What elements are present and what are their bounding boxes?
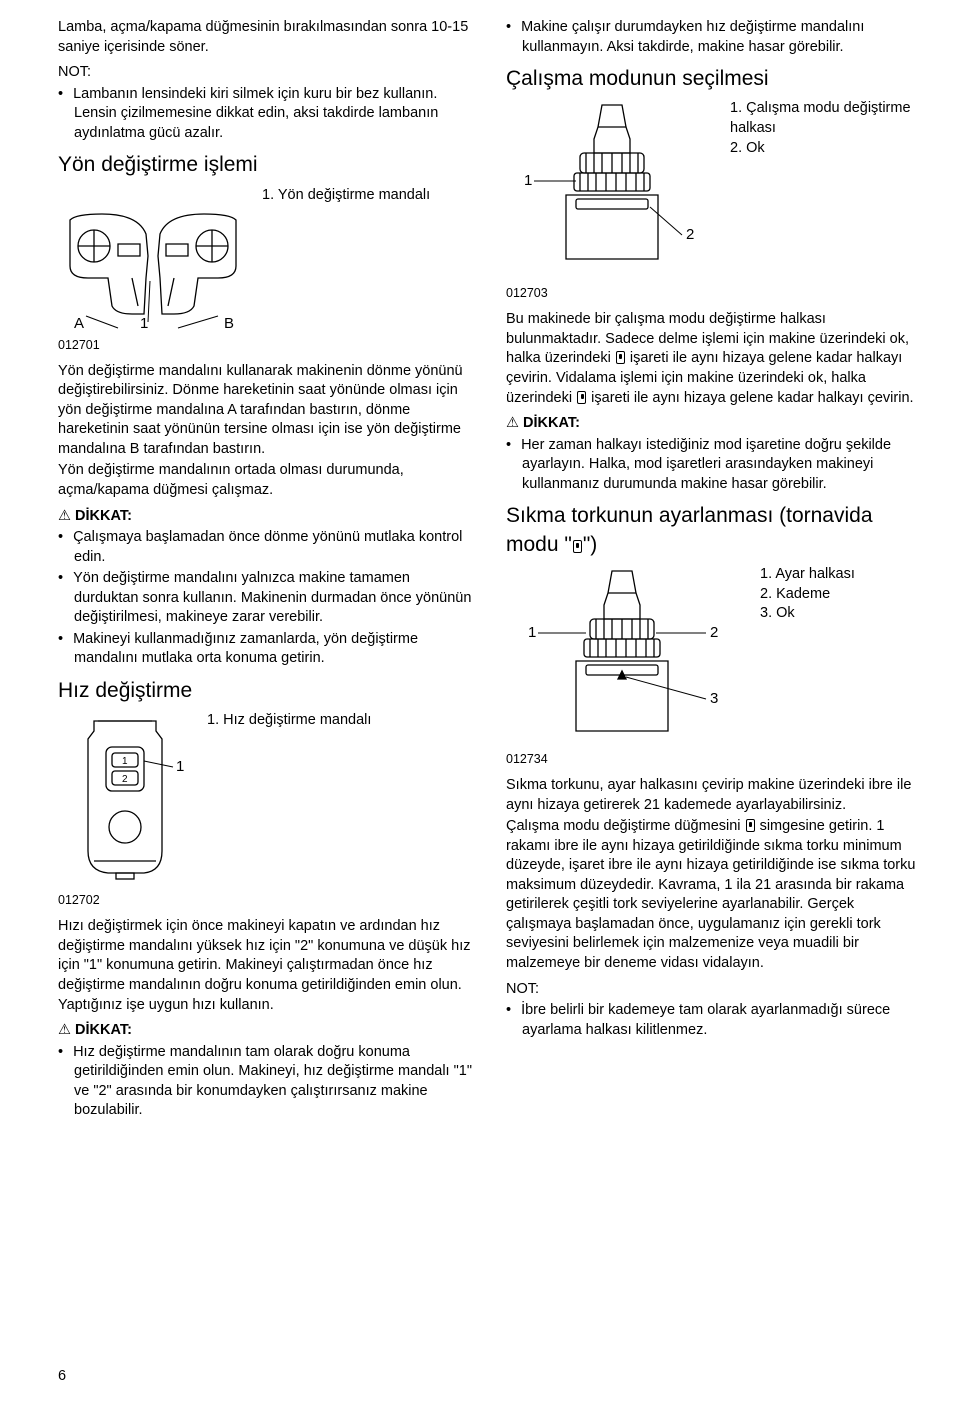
figure-id: 012702 [58, 892, 472, 909]
dikkat-list: Çalışmaya başlamadan önce dönme yönünü m… [58, 528, 472, 669]
dikkat-label: DİKKAT: [58, 1021, 472, 1041]
top-bullets: Makine çalışır durumdayken hız değiştirm… [506, 18, 920, 57]
note-label: NOT: [58, 63, 472, 83]
heading-torque: Sıkma torkunun ayarlanması (tornavida mo… [506, 502, 920, 559]
heading-hiz: Hız değiştirme [58, 677, 472, 705]
note-item: İbre belirli bir kademeye tam olarak aya… [506, 1001, 920, 1040]
hiz-text: Hızı değiştirmek için önce makineyi kapa… [58, 917, 472, 1015]
heading-mode: Çalışma modunun seçilmesi [506, 65, 920, 93]
drill-icon [616, 351, 625, 364]
figure-yon: A B 1 [58, 186, 248, 331]
screw-icon [577, 391, 586, 404]
dikkat-item: Hız değiştirme mandalının tam olarak doğ… [58, 1043, 472, 1121]
dikkat-item: Makineyi kullanmadığınız zamanlarda, yön… [58, 630, 472, 669]
note-label: NOT: [506, 980, 920, 1000]
page-number: 6 [58, 1367, 66, 1387]
yon-text-1: Yön değiştirme mandalını kullanarak maki… [58, 362, 472, 460]
dikkat-list: Her zaman halkayı istediğiniz mod işaret… [506, 436, 920, 495]
top-item: Makine çalışır durumdayken hız değiştirm… [506, 18, 920, 57]
figure-torque-caption: 1. Ayar halkası 2. Kademe 3. Ok [760, 565, 855, 624]
dikkat-item: Her zaman halkayı istediğiniz mod işaret… [506, 436, 920, 495]
dikkat-label: DİKKAT: [58, 507, 472, 527]
dikkat-list: Hız değiştirme mandalının tam olarak doğ… [58, 1043, 472, 1121]
svg-text:A: A [74, 315, 84, 331]
note-list: Lambanın lensindeki kiri silmek için kur… [58, 85, 472, 144]
svg-text:3: 3 [710, 690, 718, 707]
mode-text: Bu makinede bir çalışma modu değiştirme … [506, 310, 920, 408]
screw-icon [746, 819, 755, 832]
note-list: İbre belirli bir kademeye tam olarak aya… [506, 1001, 920, 1040]
figure-yon-caption: 1. Yön değiştirme mandalı [262, 186, 430, 206]
dikkat-label: DİKKAT: [506, 414, 920, 434]
svg-text:1: 1 [140, 315, 148, 331]
figure-mode-caption: 1. Çalışma modu değiştirme halkası 2. Ok [730, 99, 920, 158]
heading-yon: Yön değiştirme işlemi [58, 151, 472, 179]
figure-hiz: 1 2 1 [58, 711, 193, 886]
svg-text:1: 1 [176, 758, 184, 775]
intro-text: Lamba, açma/kapama düğmesinin bırakılmas… [58, 18, 472, 57]
svg-text:2: 2 [122, 774, 128, 785]
note-item: Lambanın lensindeki kiri silmek için kur… [58, 85, 472, 144]
figure-mode: 1 2 [506, 99, 716, 279]
figure-id: 012703 [506, 285, 920, 302]
figure-hiz-caption: 1. Hız değiştirme mandalı [207, 711, 371, 731]
svg-text:2: 2 [710, 624, 718, 641]
dikkat-item: Yön değiştirme mandalını yalnızca makine… [58, 569, 472, 628]
figure-id: 012701 [58, 337, 472, 354]
screw-icon [573, 540, 582, 553]
svg-text:B: B [224, 315, 234, 331]
svg-text:1: 1 [122, 756, 128, 767]
figure-torque: 1 2 3 [506, 565, 746, 745]
svg-text:1: 1 [524, 172, 532, 189]
torque-text-2: Çalışma modu değiştirme düğmesini simges… [506, 817, 920, 974]
svg-text:2: 2 [686, 226, 694, 243]
figure-id: 012734 [506, 751, 920, 768]
svg-text:1: 1 [528, 624, 536, 641]
torque-text-1: Sıkma torkunu, ayar halkasını çevirip ma… [506, 776, 920, 815]
dikkat-item: Çalışmaya başlamadan önce dönme yönünü m… [58, 528, 472, 567]
yon-text-2: Yön değiştirme mandalının ortada olması … [58, 461, 472, 500]
